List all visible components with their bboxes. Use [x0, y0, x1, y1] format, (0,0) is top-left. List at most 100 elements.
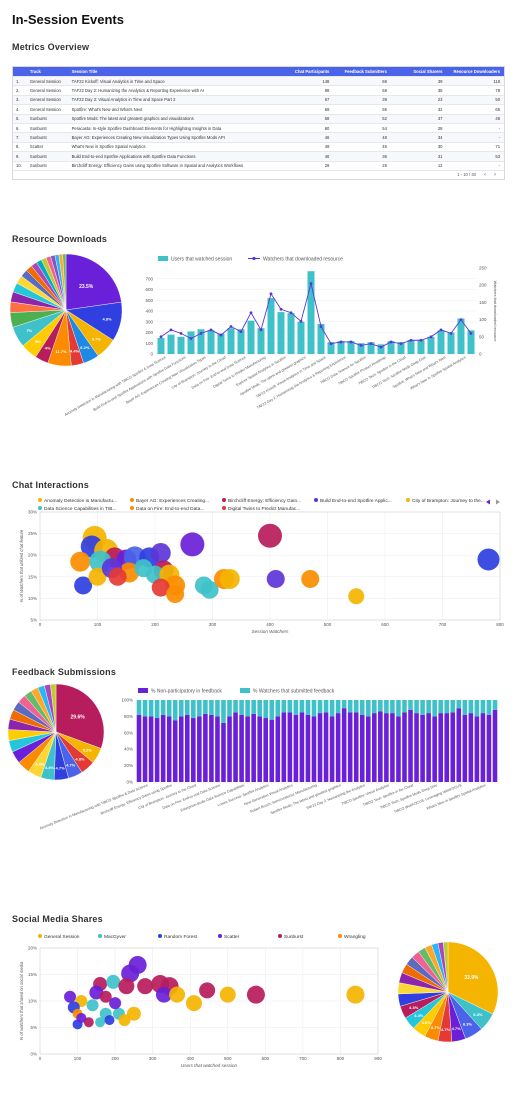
table-row[interactable]: 2. General Session TAF22 Day 2: Humanizing…: [13, 85, 504, 94]
table-row[interactable]: 10. Sunburst Birchcliff Energy: Efficiency…: [13, 160, 504, 170]
table-row[interactable]: 7. Sunburst Bayer AG: Experiences Creating…: [13, 132, 504, 142]
column-header[interactable]: Chat Participants: [294, 69, 330, 74]
column-header[interactable]: Feedback Submitters: [344, 69, 387, 74]
scatter-point: [348, 588, 365, 605]
table-cell: Sunburst: [29, 125, 47, 131]
table-cell: Sunburst: [29, 135, 47, 141]
table-row[interactable]: 9. Sunburst Build End-to-end Spotfire Appl…: [13, 151, 504, 161]
bar-segment: [329, 700, 335, 717]
bar: [347, 341, 355, 354]
next-page-icon[interactable]: ›: [494, 171, 496, 178]
x-axis-label: Session Watchers: [252, 629, 290, 634]
line-point: [199, 331, 203, 335]
y-tick-label: 700: [145, 276, 153, 281]
bar-segment: [299, 712, 305, 782]
bar-segment: [154, 718, 160, 782]
y-tick-label: 15%: [28, 574, 37, 579]
legend-prev-icon[interactable]: [486, 499, 490, 505]
bar-segment: [178, 716, 184, 782]
legend-swatch: [138, 688, 148, 693]
line-point: [449, 331, 453, 335]
scatter-point: [346, 985, 365, 1004]
table-cell: 98: [324, 88, 330, 94]
bar-segment: [426, 700, 431, 714]
bar: [207, 330, 215, 354]
x-tick-label: Build End-to-end Spotfire Applications w…: [92, 355, 186, 412]
table-cell: 7.: [16, 135, 20, 141]
table-row[interactable]: 4. General Session Spotfire: What's New an…: [13, 104, 504, 113]
column-header[interactable]: Track: [29, 69, 41, 74]
table-row[interactable]: 8. Scatter What's New in Spotfire Spatial …: [13, 141, 504, 151]
table-cell: 58: [324, 116, 330, 122]
bar-segment: [408, 700, 413, 710]
scatter-point: [95, 1017, 106, 1028]
table-row[interactable]: 6. Sunburst Peracasta: In-style Spotfire D…: [13, 122, 504, 132]
table-cell: 28: [437, 125, 443, 131]
table-cell: -: [498, 135, 501, 141]
column-header[interactable]: Session Title: [71, 69, 98, 74]
table-row[interactable]: 1. General Session TAF22 Kickoff: Visual A…: [13, 76, 504, 86]
legend-label: Users that watched session: [171, 257, 232, 263]
table-cell: 50: [495, 97, 501, 103]
pie-slice-label: 4.8%: [75, 756, 85, 761]
table-cell: 78: [495, 88, 501, 94]
scatter-point: [200, 580, 219, 599]
scatter-point: [118, 978, 135, 995]
table-cell: 32: [437, 106, 443, 112]
bar-segment: [293, 700, 299, 715]
column-header[interactable]: Social Sharers: [413, 69, 443, 74]
bar-segment: [160, 700, 166, 715]
table-cell: 35: [437, 88, 443, 94]
bar: [197, 329, 205, 354]
bar-segment: [317, 713, 323, 782]
y-tick-label: 0%: [30, 1052, 37, 1057]
pie-slice-label: 4.4%: [70, 349, 80, 354]
scatter-point: [118, 1014, 131, 1027]
table-cell: 46: [324, 153, 330, 159]
x-tick-label: 100: [94, 622, 102, 627]
legend-marker: [218, 934, 222, 938]
column-header[interactable]: Resource Downloaders: [453, 69, 501, 74]
bar-segment: [480, 700, 486, 714]
scatter-point: [301, 569, 320, 588]
table-cell: 37: [437, 116, 443, 122]
pie-slice-label: 23.5%: [79, 284, 94, 290]
bar: [437, 330, 445, 354]
pie-slice: [55, 683, 105, 749]
bar-segment: [172, 720, 178, 782]
legend-label: % Non-participatory in feedback: [151, 689, 222, 695]
bar-segment: [136, 714, 142, 782]
bar-segment: [359, 700, 365, 715]
bar-segment: [215, 700, 220, 717]
bar-segment: [432, 716, 437, 782]
bar-segment: [233, 700, 238, 713]
table-row[interactable]: 5. Sunburst Spotfire Mods: The latest and …: [13, 113, 504, 123]
legend-marker: [158, 934, 162, 938]
line-point: [169, 328, 173, 332]
pie-chart: 23.5% 4.8% 3.7%6.2%4.4%11.7% 4% 5% 7%: [9, 253, 123, 367]
table-row[interactable]: 3. General Session TAF22 Day 3: Visual Ana…: [13, 94, 504, 105]
bar: [257, 328, 265, 354]
bar: [277, 312, 285, 354]
pie-slice-label: 4.7%: [56, 765, 66, 770]
table-cell: Sunburst: [29, 163, 47, 169]
bar-segment: [323, 712, 329, 782]
x-tick-label: 300: [209, 622, 217, 627]
bar-segment: [269, 719, 275, 782]
prev-page-icon[interactable]: ‹: [484, 171, 486, 178]
line-point: [439, 328, 443, 332]
line-point: [379, 345, 383, 349]
legend-marker: [222, 498, 226, 502]
bar-segment: [438, 713, 443, 782]
bar-segment: [347, 700, 353, 713]
legend-label: % Watchers that submitted feedback: [253, 689, 335, 695]
x-tick-label: 300: [149, 1056, 157, 1061]
table-cell: TAF22 Kickoff: Visual Analytics in Time …: [71, 78, 165, 84]
table-cell: 67: [324, 97, 330, 103]
legend-next-icon[interactable]: [496, 499, 500, 505]
bar: [337, 341, 345, 354]
bar-segment: [275, 716, 281, 782]
bar: [167, 334, 175, 354]
bar-segment: [378, 711, 383, 782]
line-point: [329, 342, 333, 346]
